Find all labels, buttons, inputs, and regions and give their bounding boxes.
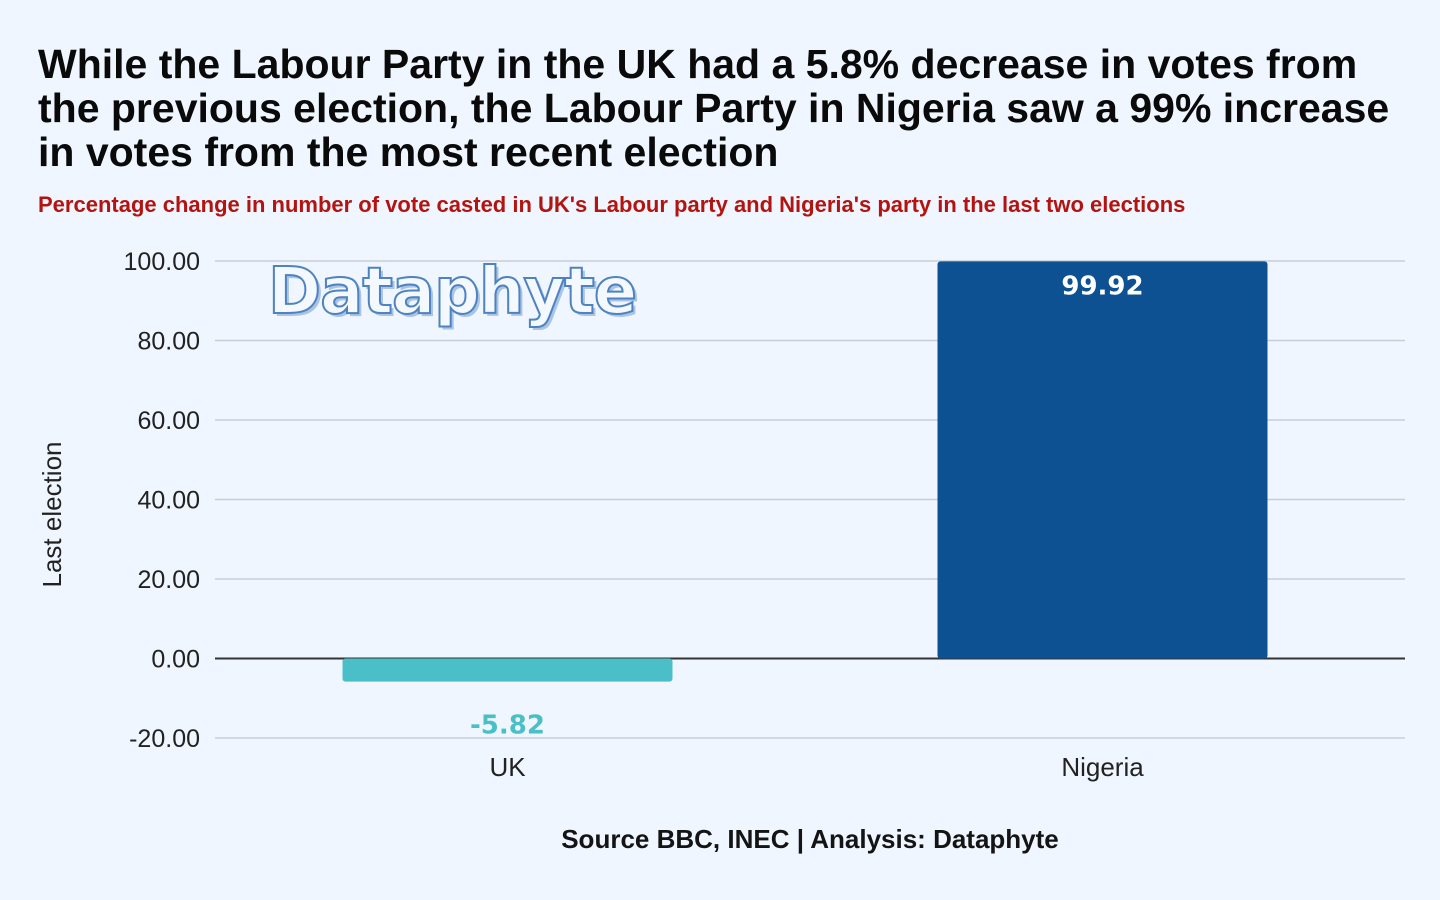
y-axis-label: Last election (37, 442, 67, 588)
bar-nigeria (937, 261, 1268, 659)
y-tick-label: 60.00 (137, 407, 200, 435)
y-tick-label: 40.00 (137, 487, 200, 515)
chart-subtitle: Percentage change in number of vote cast… (38, 192, 1186, 217)
data-label-uk: -5.82 (470, 711, 545, 741)
y-tick-label: 0.00 (151, 646, 200, 674)
y-tick-label: -20.00 (129, 725, 200, 753)
dataphyte-watermark: Dataphyte (267, 254, 638, 330)
y-tick-label: 80.00 (137, 328, 200, 356)
x-tick-label: UK (489, 752, 526, 782)
y-tick-label: 100.00 (124, 248, 200, 276)
bar-uk (342, 658, 673, 682)
y-tick-label: 20.00 (137, 566, 200, 594)
data-label-nigeria: 99.92 (1061, 271, 1143, 301)
source-note: Source BBC, INEC | Analysis: Dataphyte (561, 824, 1059, 854)
x-tick-label: Nigeria (1061, 752, 1144, 782)
chart-title: While the Labour Party in the UK had a 5… (38, 41, 1390, 175)
